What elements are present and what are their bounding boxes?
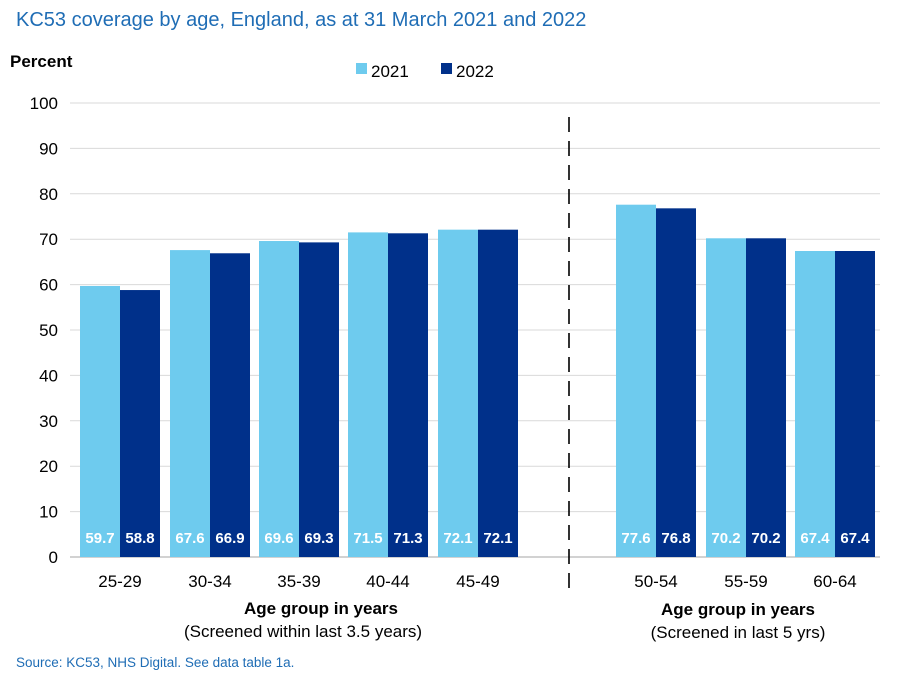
x-tick-label: 35-39 [277, 572, 320, 591]
legend-swatch-2022 [441, 63, 452, 74]
data-labels: 59.7 58.8 67.6 66.9 69.6 69.3 71.5 71.3 72.1 72.1… [85, 530, 870, 547]
bar-2022-45-49 [478, 229, 518, 557]
x-axis-title-left: Age group in years [244, 599, 398, 618]
x-axis-subtitle-left: (Screened within last 3.5 years) [184, 622, 422, 641]
x-axis-title-right: Age group in years [661, 600, 815, 619]
bar-2021-50-54 [616, 204, 656, 558]
y-tick-label: 30 [39, 412, 58, 431]
x-tick-label: 40-44 [366, 572, 409, 591]
y-tick-label: 70 [39, 230, 58, 249]
bar-2022-60-64 [835, 251, 875, 557]
x-tick-label: 25-29 [98, 572, 141, 591]
bar-2022-25-29 [120, 290, 160, 557]
source-note: Source: KC53, NHS Digital. See data tabl… [16, 655, 295, 670]
bar-2021-55-59 [706, 238, 746, 558]
bar-2022-40-44 [388, 233, 428, 557]
x-tick-label: 55-59 [724, 572, 767, 591]
bar-2021-40-44 [348, 232, 388, 557]
x-tick-label: 30-34 [188, 572, 231, 591]
y-tick-label: 40 [39, 366, 58, 385]
x-tick-label: 60-64 [813, 572, 856, 591]
y-tick-label: 10 [39, 503, 58, 522]
x-tick-label: 50-54 [634, 572, 677, 591]
data-label: 71.5 [353, 530, 382, 547]
data-label: 70.2 [751, 530, 780, 547]
data-label: 69.3 [304, 530, 333, 547]
data-label: 69.6 [264, 530, 293, 547]
chart-title: KC53 coverage by age, England, as at 31 … [16, 9, 587, 31]
y-axis-label: Percent [10, 52, 73, 71]
bar-2022-35-39 [299, 242, 339, 558]
y-tick-label: 20 [39, 457, 58, 476]
bar-2021-45-49 [438, 229, 478, 557]
data-label: 77.6 [621, 530, 650, 547]
data-label: 66.9 [215, 530, 244, 547]
legend-swatch-2021 [356, 63, 367, 74]
data-label: 70.2 [711, 530, 740, 547]
x-axis-subtitle-right: (Screened in last 5 yrs) [651, 623, 826, 642]
bar-2021-35-39 [259, 241, 299, 558]
y-tick-label: 90 [39, 139, 58, 158]
y-tick-label: 0 [49, 548, 58, 567]
data-label: 59.7 [85, 530, 114, 547]
bar-2022-30-34 [210, 253, 250, 558]
data-label: 72.1 [483, 530, 512, 547]
x-tick-label: 45-49 [456, 572, 499, 591]
data-label: 72.1 [443, 530, 472, 547]
data-label: 71.3 [393, 530, 422, 547]
y-tick-label: 60 [39, 276, 58, 295]
y-tick-label: 80 [39, 185, 58, 204]
bar-2021-60-64 [795, 251, 835, 557]
y-tick-label: 50 [39, 321, 58, 340]
data-label: 67.4 [840, 530, 870, 547]
legend-label-2021: 2021 [371, 62, 409, 81]
bar-2021-25-29 [80, 285, 120, 557]
legend-label-2022: 2022 [456, 62, 494, 81]
tick-labels: 0 10 20 30 40 50 60 70 80 90 100 25-29 30-34 35-39 40-… [30, 94, 857, 591]
bar-2021-30-34 [170, 250, 210, 557]
data-label: 58.8 [125, 530, 154, 547]
data-label: 67.6 [175, 530, 204, 547]
data-label: 76.8 [661, 530, 690, 547]
bar-2022-55-59 [746, 238, 786, 558]
bars [80, 204, 875, 558]
y-tick-label: 100 [30, 94, 58, 113]
legend: 2021 2022 [356, 62, 494, 81]
bar-2022-50-54 [656, 208, 696, 557]
data-label: 67.4 [800, 530, 830, 547]
